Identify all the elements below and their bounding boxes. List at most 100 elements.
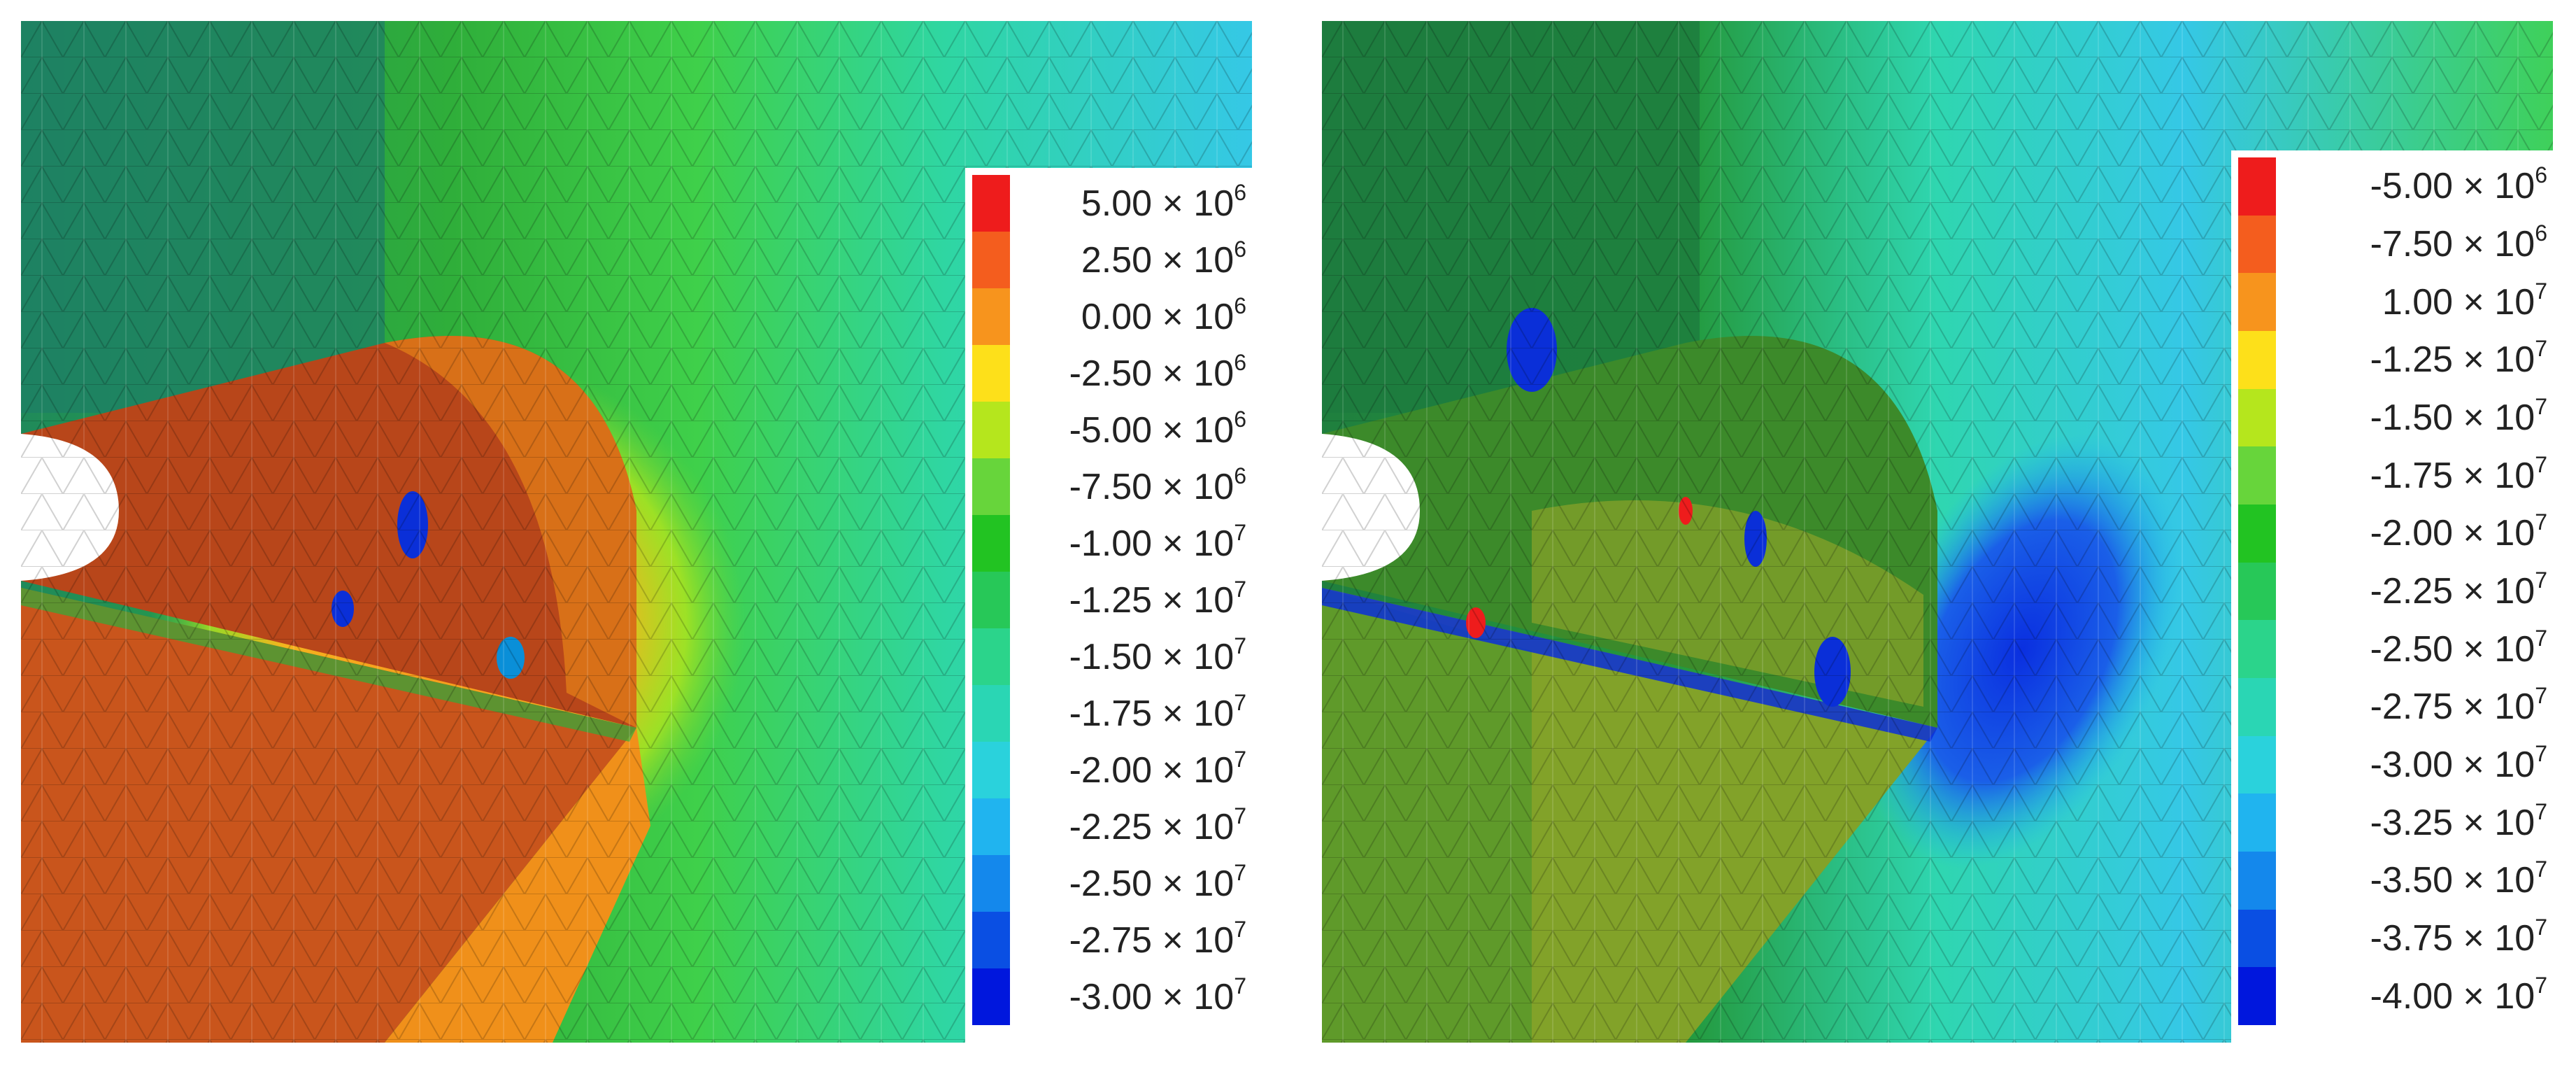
legend-tick-exponent: 7 <box>2535 451 2547 477</box>
legend-tick-exponent: 7 <box>1234 633 1246 658</box>
legend-tick-exponent: 7 <box>2535 915 2547 940</box>
legend-tick-mantissa: -3.50 × 10 <box>2370 860 2535 901</box>
legend-color-swatch <box>2238 967 2276 1026</box>
legend-tick-mantissa: -7.50 × 10 <box>1069 466 1234 507</box>
left-stress-panel: 5.00 × 106 2.50 × 106 0.00 × 106 -2.50 × 10… <box>21 21 1252 1043</box>
legend-tick-label: -1.50 × 107 <box>2290 390 2547 446</box>
legend-tick-mantissa: -2.50 × 10 <box>1069 863 1234 904</box>
legend-tick-label: -2.25 × 107 <box>2290 563 2547 619</box>
legend-tick-exponent: 6 <box>1234 236 1246 262</box>
legend-tick-mantissa: -2.00 × 10 <box>1069 749 1234 791</box>
legend-tick-mantissa: -2.50 × 10 <box>2370 628 2535 670</box>
legend-tick-label: -7.50 × 106 <box>2290 216 2547 272</box>
legend-color-swatch <box>2238 562 2276 621</box>
legend-tick-label: -1.00 × 107 <box>1024 516 1246 572</box>
legend-tick-label: -3.00 × 107 <box>1024 969 1246 1025</box>
legend-color-swatch <box>2238 331 2276 389</box>
legend-tick-exponent: 7 <box>2535 798 2547 824</box>
legend-tick-mantissa: 0.00 × 10 <box>1081 296 1234 337</box>
legend-color-swatch <box>972 232 1010 288</box>
legend-tick-label: -1.75 × 107 <box>2290 448 2547 504</box>
legend-color-swatch <box>2238 505 2276 563</box>
legend-tick-label: -2.50 × 106 <box>1024 346 1246 402</box>
legend-tick-mantissa: -1.75 × 10 <box>1069 693 1234 734</box>
legend-tick-label: -7.50 × 106 <box>1024 459 1246 515</box>
legend-color-swatch <box>972 798 1010 855</box>
legend-tick-exponent: 7 <box>2535 972 2547 998</box>
legend-tick-exponent: 7 <box>2535 394 2547 419</box>
legend-tick-label: -2.00 × 107 <box>2290 505 2547 561</box>
legend-tick-mantissa: -3.00 × 10 <box>2370 745 2535 785</box>
legend-tick-label: -1.25 × 107 <box>1024 572 1246 628</box>
legend-tick-label: -2.75 × 107 <box>2290 679 2547 735</box>
legend-color-swatch <box>972 968 1010 1025</box>
legend-tick-exponent: 7 <box>1234 746 1246 772</box>
legend-tick-exponent: 7 <box>2535 278 2547 304</box>
legend-tick-mantissa: -5.00 × 10 <box>1069 409 1234 451</box>
legend-tick-exponent: 6 <box>1234 179 1246 205</box>
legend-tick-label: -2.25 × 107 <box>1024 799 1246 855</box>
legend-tick-mantissa: -1.00 × 10 <box>1069 523 1234 564</box>
legend-tick-label: -1.25 × 107 <box>2290 332 2547 388</box>
legend-tick-exponent: 6 <box>1234 463 1246 488</box>
legend-color-swatch <box>972 458 1010 515</box>
legend-tick-exponent: 6 <box>2535 162 2547 188</box>
legend-tick-label: -2.50 × 107 <box>2290 621 2547 677</box>
legend-tick-mantissa: -2.25 × 10 <box>1069 806 1234 847</box>
legend-tick-mantissa: -2.50 × 10 <box>1069 353 1234 394</box>
legend-color-swatch <box>972 402 1010 458</box>
legend-tick-mantissa: -2.25 × 10 <box>2370 571 2535 612</box>
legend-tick-exponent: 6 <box>1234 406 1246 432</box>
legend-tick-mantissa: -2.00 × 10 <box>2370 513 2535 554</box>
legend-tick-mantissa: -5.00 × 10 <box>2370 166 2535 207</box>
legend-color-swatch <box>972 685 1010 742</box>
legend-tick-label: -3.50 × 107 <box>2290 852 2547 908</box>
legend-color-swatch <box>972 345 1010 402</box>
left-legend-colorbar <box>972 175 1010 1025</box>
legend-tick-label: 2.50 × 106 <box>1024 232 1246 288</box>
legend-tick-exponent: 7 <box>1234 576 1246 602</box>
legend-color-swatch <box>972 515 1010 572</box>
legend-tick-mantissa: -1.25 × 10 <box>2370 339 2535 381</box>
legend-tick-exponent: 7 <box>2535 625 2547 651</box>
legend-tick-exponent: 7 <box>1234 689 1246 715</box>
legend-tick-exponent: 7 <box>1234 859 1246 885</box>
legend-color-swatch <box>972 742 1010 798</box>
left-color-legend: 5.00 × 106 2.50 × 106 0.00 × 106 -2.50 × 10… <box>965 168 1252 1043</box>
legend-tick-mantissa: 5.00 × 10 <box>1081 183 1234 224</box>
legend-color-swatch <box>972 175 1010 232</box>
legend-color-swatch <box>972 288 1010 345</box>
legend-color-swatch <box>2238 273 2276 332</box>
legend-tick-exponent: 7 <box>2535 856 2547 882</box>
legend-tick-mantissa: -2.75 × 10 <box>2370 686 2535 728</box>
legend-tick-mantissa: 1.00 × 10 <box>2382 281 2535 323</box>
legend-tick-label: -2.50 × 107 <box>1024 856 1246 912</box>
legend-tick-exponent: 7 <box>1234 803 1246 828</box>
legend-tick-exponent: 7 <box>2535 683 2547 709</box>
legend-tick-label: -3.75 × 107 <box>2290 910 2547 966</box>
legend-tick-exponent: 6 <box>2535 220 2547 246</box>
right-stress-panel: -5.00 × 106 -7.50 × 106 1.00 × 107 -1.25 × … <box>1322 21 2553 1043</box>
legend-tick-mantissa: -1.50 × 10 <box>2370 397 2535 438</box>
legend-color-swatch <box>972 628 1010 685</box>
legend-tick-exponent: 6 <box>1234 292 1246 318</box>
legend-tick-mantissa: -1.50 × 10 <box>1069 636 1234 677</box>
legend-tick-exponent: 7 <box>1234 916 1246 942</box>
legend-tick-label: -1.75 × 107 <box>1024 686 1246 742</box>
legend-color-swatch <box>972 912 1010 968</box>
legend-tick-exponent: 7 <box>1234 519 1246 545</box>
legend-tick-label: -3.00 × 107 <box>2290 737 2547 793</box>
legend-tick-mantissa: -3.00 × 10 <box>1069 976 1234 1017</box>
legend-color-swatch <box>2238 735 2276 794</box>
legend-tick-label: 5.00 × 106 <box>1024 176 1246 232</box>
legend-tick-label: -5.00 × 106 <box>1024 402 1246 458</box>
legend-tick-label: -2.00 × 107 <box>1024 742 1246 798</box>
right-color-legend: -5.00 × 106 -7.50 × 106 1.00 × 107 -1.25 × … <box>2231 150 2553 1043</box>
legend-color-swatch <box>2238 794 2276 852</box>
legend-color-swatch <box>2238 388 2276 447</box>
legend-color-swatch <box>2238 852 2276 910</box>
legend-tick-label: -3.25 × 107 <box>2290 795 2547 851</box>
legend-tick-mantissa: -3.75 × 10 <box>2370 918 2535 959</box>
legend-tick-label: -1.50 × 107 <box>1024 629 1246 685</box>
legend-tick-mantissa: -7.50 × 10 <box>2370 224 2535 265</box>
